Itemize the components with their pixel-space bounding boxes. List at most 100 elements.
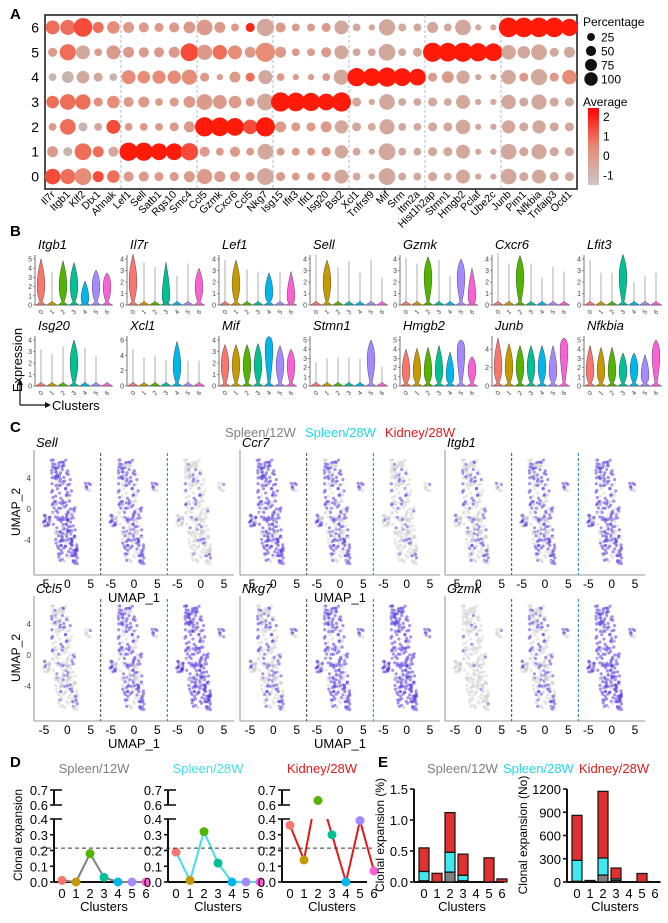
umap-cell-point [390,458,394,462]
umap-cell-point [192,677,196,681]
umap-cell-point [129,560,133,564]
dot-nfkbia-c5 [531,44,547,61]
umap-cell-point [274,520,279,524]
dot-ccl5-c3 [196,94,213,110]
umap-cell-point [393,483,397,488]
umap-cell-point [466,544,471,548]
umap-cell-point [359,634,363,638]
violin-cluster-2 [57,260,69,306]
umap-cell-point [135,520,139,524]
umap-cell-point [470,543,474,548]
dot-smc4-c5 [180,43,199,62]
legend-size-label: 50 [601,45,615,59]
umap-cell-point [117,634,121,638]
y-tick-label: 1 [393,374,397,381]
umap-cell-point [199,664,203,668]
umap-cell-point [117,476,121,480]
umap-cell-point [204,700,208,704]
umap-cell-point [409,689,414,694]
umap-cell-point [70,656,74,660]
violin-cluster-3 [617,253,629,306]
umap-cell-point [54,466,58,470]
umap-cell-point [63,690,68,694]
dot-ahnak-c0 [107,170,120,183]
umap-cell-point [257,641,261,646]
umap-cell-point [608,487,612,491]
umap-cell-point [50,657,55,661]
dot-isg20-c3 [317,93,335,111]
umap-cell-point [329,680,333,684]
umap-cell-point [65,639,69,643]
umap-cell-point [397,664,402,668]
umap-cell-point [357,631,361,635]
umap-cell-point [478,550,482,554]
umap-cell-point [330,501,334,505]
umap-cell-point [250,670,255,674]
umap-cell-point [398,548,402,552]
umap-cell-point [346,536,350,540]
umap-cell-point [414,545,418,550]
umap-cell-point [394,623,398,627]
violin-cluster-3 [68,339,80,387]
umap-cell-point [83,627,88,631]
umap-cell-point [272,509,276,513]
umap-cell-point [325,652,329,656]
umap-cell-point [315,659,319,663]
umap-cell-point [410,516,415,520]
umap-cell-point [127,648,131,652]
umap-cell-point [269,487,274,491]
umap-cell-point [536,558,540,562]
umap-cell-point [126,534,130,538]
umap-cell-point [204,662,209,666]
umap-cell-point [473,560,478,564]
umap-cell-point [183,617,187,621]
umap-cell-point [184,657,188,661]
umap-cell-point [202,507,206,511]
umap-cell-point [199,636,203,640]
umap-cell-point [191,501,195,505]
dot-tnfrsf9-c0 [368,173,375,180]
umap-cell-point [401,627,405,631]
umap-cell-point [454,518,459,522]
dot-junb-c5 [501,45,516,60]
umap-cell-point [345,506,350,510]
umap-cell-point [136,532,140,536]
umap-cell-point [467,656,471,661]
umap-cell-point [181,515,185,519]
umap-cell-point [66,655,70,659]
umap-cell-point [603,496,607,500]
violin-cluster-3 [525,300,537,306]
umap-cell-point [265,531,269,535]
umap-cell-point [54,612,58,616]
violin-cluster-5 [182,381,194,387]
umap-cell-point [472,672,476,676]
x-tick-label: 0 [475,577,482,591]
umap-cell-point [395,544,399,548]
umap-cell-point [191,664,196,668]
dot-rgs10-c3 [169,97,179,107]
umap-cell-point [342,539,347,543]
umap-cell-point [484,548,489,553]
dot-mif-c2 [379,119,395,135]
umap-cell-point [260,629,264,634]
umap-cell-point [328,517,333,522]
umap-cell-point [545,528,549,532]
umap-cell-point [325,500,329,504]
y-tick-label: 3 [212,349,216,356]
umap-cell-point [260,623,264,627]
violin-cluster-6 [193,267,205,306]
umap-cell-point [462,641,466,646]
umap-cell-point [130,633,134,637]
umap-cell-point [150,627,154,631]
umap-cell-point [327,623,331,627]
dot-isg15-c0 [276,172,286,182]
umap-cell-point [266,502,270,506]
x-tick-label: 5 [221,723,228,737]
umap-cell-point [279,694,284,699]
umap-cell-point [413,705,417,709]
umap-cell-point [188,677,192,682]
umap-cell-point [613,532,617,536]
umap-cell-point [280,552,284,556]
umap-cell-point [207,536,211,540]
umap-cell-point [68,670,72,675]
